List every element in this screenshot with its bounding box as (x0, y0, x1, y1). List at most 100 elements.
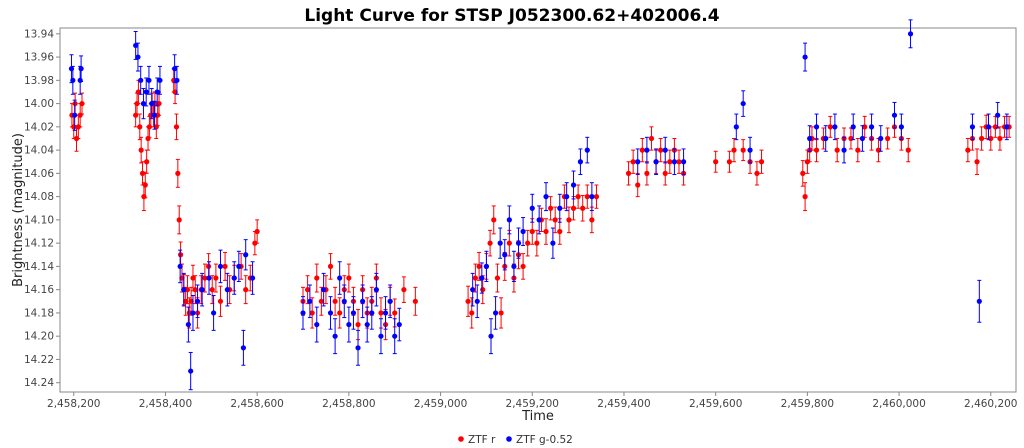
data-point (570, 205, 577, 211)
data-point (378, 310, 384, 316)
data-point (589, 194, 595, 200)
y-tick-label: 14.18 (24, 307, 54, 319)
data-point (71, 124, 77, 130)
data-point (480, 287, 486, 293)
data-point (630, 159, 636, 165)
data-point (144, 159, 150, 165)
data-point (726, 159, 733, 165)
data-point (497, 240, 503, 246)
y-tick-label: 14.10 (24, 214, 54, 226)
data-point (557, 205, 563, 211)
data-point (868, 124, 875, 130)
data-point (327, 310, 334, 316)
data-point (1004, 124, 1010, 130)
data-point (476, 263, 482, 270)
data-point (997, 135, 1003, 142)
data-point (625, 170, 632, 176)
data-point (465, 298, 471, 304)
data-point (346, 275, 352, 281)
data-point (550, 240, 556, 246)
data-point (355, 321, 361, 328)
data-point (850, 124, 856, 130)
data-point (175, 170, 181, 176)
data-point (584, 194, 590, 200)
data-point (240, 345, 247, 351)
data-point (184, 287, 191, 293)
data-point (570, 182, 577, 188)
data-point (154, 89, 160, 95)
data-point (802, 54, 808, 60)
data-point (179, 275, 185, 281)
data-point (525, 240, 531, 246)
data-point (314, 275, 320, 281)
data-point (183, 298, 189, 304)
data-point (653, 159, 659, 165)
data-point (758, 159, 765, 165)
data-point (965, 147, 971, 153)
data-point (156, 100, 162, 107)
data-point (360, 298, 366, 304)
data-point (885, 135, 891, 142)
data-point (337, 310, 343, 316)
data-point (644, 147, 650, 153)
data-point (199, 287, 205, 293)
data-point (834, 147, 840, 153)
data-point (474, 298, 480, 304)
data-point (648, 135, 655, 142)
data-point (520, 228, 526, 235)
data-point (327, 263, 334, 270)
data-point (211, 310, 217, 316)
data-point (543, 194, 549, 200)
data-point (472, 275, 479, 281)
data-point (529, 228, 535, 235)
data-point (249, 275, 256, 281)
data-point (635, 159, 641, 165)
data-point (138, 77, 144, 83)
data-point (304, 287, 311, 293)
data-point (172, 89, 178, 95)
data-point (77, 77, 83, 83)
data-point (827, 124, 833, 130)
y-tick-label: 14.02 (24, 121, 54, 133)
data-point (593, 194, 600, 200)
data-point (859, 135, 865, 142)
data-point (300, 310, 306, 316)
data-point (813, 147, 820, 153)
x-tick-label: 2,458,600 (230, 398, 283, 410)
data-point (314, 321, 320, 328)
data-points (68, 19, 1012, 391)
y-tick-label: 14.16 (24, 284, 54, 296)
data-point (733, 124, 739, 130)
data-point (332, 333, 338, 339)
data-point (754, 170, 760, 176)
data-point (401, 287, 407, 293)
data-point (309, 310, 315, 316)
data-point (143, 89, 149, 95)
data-point (740, 100, 746, 107)
x-tick-label: 2,459,600 (689, 398, 742, 410)
data-point (492, 310, 499, 316)
x-tick-label: 2,459,200 (506, 398, 559, 410)
data-point (177, 263, 183, 270)
data-point (142, 182, 148, 188)
data-point (483, 263, 490, 270)
data-point (552, 217, 558, 223)
data-point (662, 147, 668, 153)
data-point (387, 298, 393, 304)
data-point (341, 298, 347, 304)
y-tick-label: 14.00 (24, 98, 54, 110)
data-point (140, 100, 147, 107)
y-tick-label: 14.08 (24, 191, 54, 203)
x-axis: 2,458,200 2,458,400 2,458,600 2,458,800 2,45… (47, 392, 1018, 410)
y-tick-label: 13.98 (24, 75, 54, 87)
data-point (639, 147, 645, 153)
data-point (855, 147, 861, 153)
data-point (807, 135, 813, 142)
data-point (575, 194, 581, 200)
data-point (138, 147, 144, 153)
data-point (146, 77, 152, 83)
data-point (202, 275, 208, 281)
x-tick-label: 2,460,200 (964, 398, 1017, 410)
data-point (174, 77, 180, 83)
x-tick-label: 2,458,400 (139, 398, 192, 410)
